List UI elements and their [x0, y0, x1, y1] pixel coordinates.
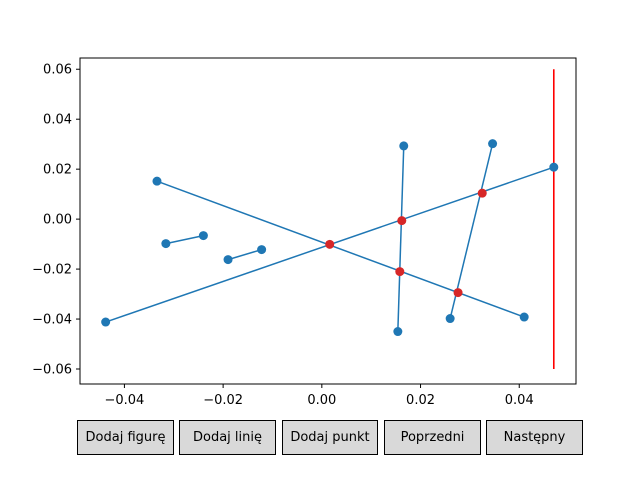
intersection-point [395, 267, 405, 277]
endpoints-group [101, 139, 559, 337]
segment-endpoint [445, 314, 455, 324]
segment-endpoint [393, 327, 403, 337]
y-tick-label: −0.04 [32, 313, 72, 328]
segment-endpoint [152, 176, 162, 186]
x-tick-label: −0.02 [203, 393, 243, 408]
intersections-group [325, 188, 487, 298]
intersection-point [477, 188, 487, 198]
segment-endpoint [519, 312, 529, 322]
x-tick-label: 0.00 [307, 393, 336, 408]
x-tick-label: 0.04 [505, 393, 534, 408]
segment-line [165, 234, 204, 245]
x-tick-label: 0.02 [406, 393, 435, 408]
intersection-point [453, 288, 463, 298]
segment-endpoint [223, 255, 233, 265]
x-tick-label: −0.04 [104, 393, 144, 408]
add-figure-button[interactable]: Dodaj figurę [77, 420, 174, 455]
intersection-point [397, 216, 407, 226]
plot-background [80, 58, 576, 384]
segment-line [397, 145, 405, 332]
segment-endpoint [257, 245, 267, 255]
y-tick-label: 0.04 [43, 113, 72, 128]
segment-line [156, 180, 525, 318]
add-point-button[interactable]: Dodaj punkt [282, 420, 378, 455]
x-axis: −0.04 −0.02 0.00 0.02 0.04 [104, 384, 534, 408]
segment-endpoint [399, 141, 409, 151]
segment-endpoint [488, 139, 498, 149]
y-tick-label: −0.02 [32, 263, 72, 278]
y-tick-label: 0.00 [43, 213, 72, 228]
segment-endpoint [198, 231, 208, 241]
y-tick-label: 0.06 [43, 63, 72, 78]
segment-endpoint [101, 317, 111, 327]
plot-frame [79, 57, 577, 385]
segment-line [227, 248, 262, 261]
plot-figure: −0.04 −0.02 0.00 0.02 0.04 0.060.040.020.00−… [32, 57, 577, 408]
segment-endpoint [161, 239, 171, 249]
previous-button[interactable]: Poprzedni [384, 420, 481, 455]
y-tick-label: 0.02 [43, 163, 72, 178]
y-tick-label: −0.06 [32, 363, 72, 378]
add-line-button[interactable]: Dodaj linię [179, 420, 276, 455]
intersection-point [325, 239, 335, 249]
next-button[interactable]: Następny [486, 420, 583, 455]
y-axis: 0.06 0.04 0.02 0.00 −0.02 −0.04 −0.06 [32, 63, 80, 378]
segment-endpoint [549, 162, 559, 172]
